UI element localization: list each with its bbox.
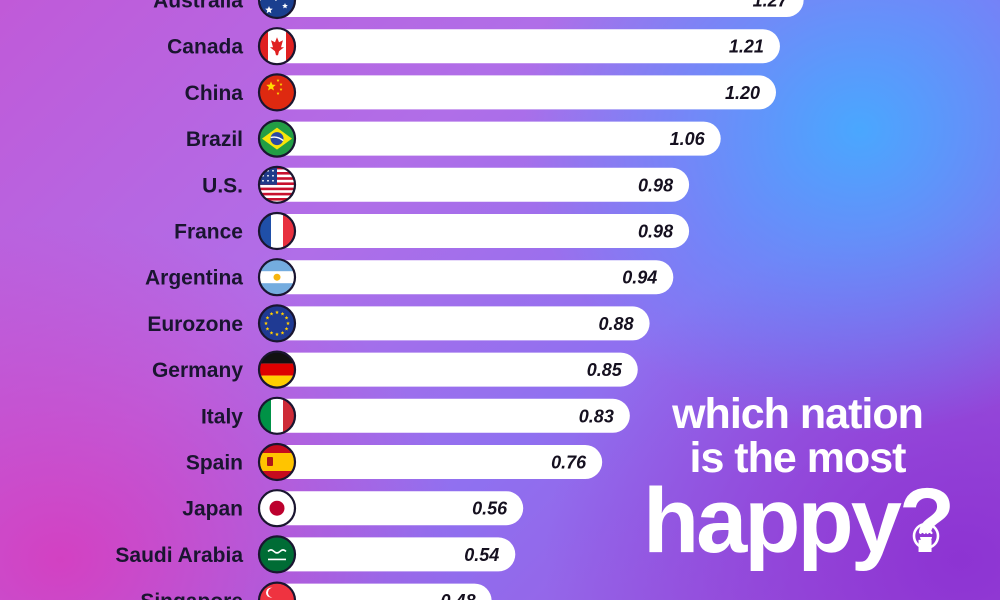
category-label-brazil: Brazil	[186, 128, 243, 151]
bar-japan	[262, 491, 524, 526]
value-label-spain: 0.76	[551, 453, 587, 473]
eurozone-flag-icon	[257, 304, 297, 343]
bar-canada	[262, 29, 780, 64]
germany-flag-icon	[257, 350, 297, 389]
bar-saudi-arabia	[262, 537, 516, 572]
category-label-france: France	[174, 221, 243, 244]
bar-row-saudi-arabia: 0.54 Saudi Arabia	[115, 535, 516, 574]
category-label-argentina: Argentina	[145, 267, 243, 290]
canada-flag-icon	[257, 27, 297, 66]
value-label-saudi-arabia: 0.54	[464, 545, 499, 565]
category-label-saudi-arabia: Saudi Arabia	[115, 544, 243, 567]
bar-argentina	[262, 260, 674, 295]
bar-row-australia: 1.27 Australia	[153, 0, 804, 20]
france-flag-icon	[257, 211, 297, 251]
value-label-australia: 1.27	[753, 0, 789, 11]
smiley-face-icon	[912, 522, 940, 550]
bar-row-italy: 0.83 Italy	[201, 396, 630, 435]
value-label-germany: 0.85	[587, 360, 623, 380]
headline-line-1: which nation	[672, 390, 924, 438]
australia-flag-icon	[257, 0, 297, 20]
italy-flag-icon	[257, 396, 297, 435]
bar-row-brazil: 1.06 Brazil	[186, 119, 721, 158]
value-label-italy: 0.83	[579, 406, 614, 426]
category-label-canada: Canada	[167, 36, 243, 59]
value-label-eurozone: 0.88	[599, 314, 634, 334]
bar-row-canada: 1.21 Canada	[167, 27, 780, 66]
category-label-italy: Italy	[201, 405, 243, 428]
category-label-germany: Germany	[152, 359, 243, 382]
singapore-flag-icon	[257, 581, 297, 600]
bar-row-france: 0.98 France	[174, 211, 690, 251]
value-label-argentina: 0.94	[622, 268, 657, 288]
china-flag-icon	[257, 73, 297, 112]
bar-u-s	[262, 167, 690, 202]
headline-line-2: is the most	[689, 434, 907, 482]
category-label-china: China	[185, 82, 244, 105]
bar-row-argentina: 0.94 Argentina	[145, 258, 674, 297]
value-label-china: 1.20	[725, 83, 760, 103]
value-label-canada: 1.21	[729, 37, 764, 57]
japan-flag-icon	[257, 489, 297, 528]
category-label-u-s: U.S.	[202, 174, 243, 197]
bar-row-singapore: 0.48 Singapore	[140, 581, 492, 600]
bar-brazil	[262, 121, 721, 156]
headline: which nation is the most happy?	[600, 390, 995, 572]
bar-row-germany: 0.85 Germany	[152, 350, 638, 389]
us-flag-icon	[257, 165, 297, 204]
brazil-flag-icon	[257, 119, 297, 158]
bar-row-japan: 0.56 Japan	[182, 489, 524, 528]
saudi-arabia-flag-icon	[257, 535, 297, 574]
value-label-singapore: 0.48	[441, 591, 476, 600]
value-label-france: 0.98	[638, 222, 673, 242]
bar-germany	[262, 352, 638, 387]
argentina-flag-icon	[257, 258, 297, 297]
bar-singapore	[262, 583, 492, 600]
bar-row-eurozone: 0.88 Eurozone	[147, 304, 650, 343]
value-label-japan: 0.56	[472, 499, 508, 519]
bar-row-china: 1.20 China	[185, 73, 776, 112]
category-label-singapore: Singapore	[140, 590, 243, 600]
bar-italy	[262, 398, 630, 433]
headline-line-3: happy?	[642, 470, 955, 572]
bar-china	[262, 75, 776, 110]
spain-flag-icon	[257, 442, 297, 482]
bar-spain	[262, 445, 603, 479]
bar-australia	[262, 0, 804, 17]
category-label-japan: Japan	[182, 498, 243, 521]
category-label-australia: Australia	[153, 0, 243, 13]
category-label-spain: Spain	[186, 452, 243, 475]
bar-row-spain: 0.76 Spain	[186, 442, 603, 482]
value-label-brazil: 1.06	[670, 129, 706, 149]
bar-row-u-s: 0.98 U.S.	[202, 165, 690, 204]
value-label-u-s: 0.98	[638, 175, 673, 195]
category-label-eurozone: Eurozone	[147, 313, 243, 336]
bar-eurozone	[262, 306, 650, 341]
bar-france	[262, 214, 690, 248]
